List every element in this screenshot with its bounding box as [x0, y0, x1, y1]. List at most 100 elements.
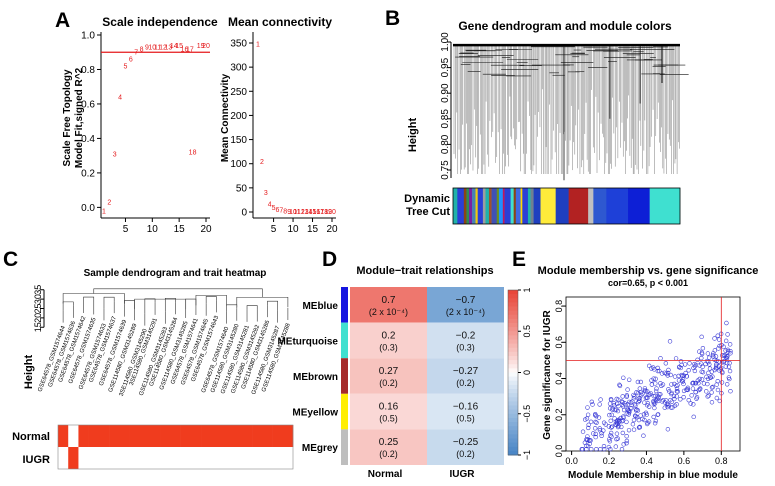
- trait-cell: [190, 447, 202, 469]
- module-color-block: [510, 188, 514, 224]
- scale-y-tick-label: 0.0: [81, 203, 95, 214]
- scale-y-label-1: Scale Free Topology: [62, 69, 73, 166]
- scatter-point: [680, 379, 685, 384]
- trait-cell: [139, 447, 151, 469]
- scatter-point: [643, 410, 649, 416]
- scatter-point: [632, 402, 638, 407]
- module-color-block: [568, 188, 589, 224]
- scatter-point: [690, 380, 696, 386]
- scatter-point: [631, 392, 636, 398]
- scatter-point: [728, 351, 733, 356]
- scale-point-label: 12: [159, 45, 167, 52]
- heatmap-cell-correlation: 0.27: [379, 366, 399, 377]
- module-color-block: [457, 188, 465, 224]
- scatter-point: [629, 406, 634, 411]
- trait-cell: [139, 425, 151, 447]
- scatter-point: [645, 389, 650, 394]
- conn-point-label: 6: [276, 207, 280, 214]
- scatter-point: [715, 387, 721, 393]
- scatter-point: [627, 377, 632, 382]
- scale-y-tick-label: 0.6: [81, 99, 95, 110]
- trait-cell: [119, 447, 130, 469]
- gene-dendrogram-area: 0.75 0.80 0.85 0.90 0.95 1.00: [440, 32, 689, 225]
- scatter-point: [603, 422, 608, 427]
- module-color-block: [628, 188, 650, 224]
- colorbar-segment: [508, 294, 518, 299]
- heatmap-cell: [350, 358, 427, 394]
- sample-dendrogram-area: 1520253035GSE64578_GSM1574644GSE64578_GS…: [33, 285, 294, 470]
- scatter-point: [615, 408, 621, 414]
- mm-gs-plot-area: 0.0 0.2 0.4 0.6 0.8 0.0 0.2 0.4 0.6 0.8: [554, 296, 741, 466]
- conn-y-tick-label: 250: [230, 87, 247, 98]
- scatter-point: [645, 401, 651, 406]
- sample-dendro-merge: [185, 298, 197, 306]
- scatter-point: [711, 354, 716, 359]
- scatter-point: [602, 446, 607, 452]
- colorbar-segment: [508, 450, 518, 456]
- scatter-point: [649, 366, 654, 371]
- conn-y-tick-label: 100: [230, 159, 247, 170]
- scatter-frame: [565, 296, 741, 452]
- trait-cell: [98, 425, 110, 447]
- colorbar-segment: [508, 430, 518, 435]
- colorbar-segment: [508, 438, 518, 444]
- scatter-point: [642, 387, 648, 393]
- scale-point-label: 8: [140, 46, 144, 53]
- sample-y-tick-label: 25: [33, 303, 43, 313]
- colorbar-segment: [508, 368, 518, 373]
- conn-y-tick-label: 350: [230, 39, 247, 50]
- colorbar-segment: [508, 318, 518, 324]
- trait-cell: [241, 447, 253, 469]
- scatter-point: [674, 394, 679, 399]
- mean-connectivity-title: Mean connectivity: [228, 15, 332, 29]
- heatmap-cell-correlation: −0.7: [456, 295, 476, 306]
- scatter-point: [635, 379, 641, 385]
- conn-point-label: 8: [283, 209, 287, 216]
- module-color-block: [606, 188, 629, 224]
- module-color-block: [555, 188, 569, 224]
- trait-cell: [78, 447, 89, 469]
- scatter-point: [596, 415, 602, 420]
- scatter-point: [620, 399, 625, 405]
- scatter-point: [620, 430, 626, 436]
- scale-point-label: 16: [181, 46, 189, 53]
- scatter-point: [724, 354, 730, 359]
- trait-cell: [282, 447, 294, 469]
- conn-point-label: 14: [305, 209, 313, 216]
- trait-cell: [221, 447, 232, 469]
- scatter-point: [608, 430, 614, 436]
- scatter-point: [670, 405, 675, 410]
- conn-point-label: 2: [260, 159, 264, 166]
- scatter-point: [697, 387, 703, 392]
- colorbar-segment: [508, 397, 518, 402]
- trait-cell: [282, 425, 294, 447]
- scatter-point: [611, 401, 617, 406]
- scatter-point: [697, 363, 702, 368]
- module-color-block: [533, 188, 541, 224]
- scatter-point: [593, 431, 598, 437]
- heatmap-cell: [350, 429, 427, 465]
- conn-point-label: 16: [313, 209, 321, 216]
- scatter-point: [713, 354, 719, 359]
- scatter-point: [592, 426, 598, 431]
- module-swatch: [341, 358, 348, 394]
- scatter-y-tick-label: 0.2: [554, 409, 564, 422]
- trait-cell: [160, 447, 171, 469]
- scatter-point: [635, 408, 641, 413]
- gene-y-tick-label: 0.80: [440, 134, 451, 154]
- scatter-point: [610, 407, 615, 412]
- module-color-block: [472, 188, 476, 224]
- scatter-point: [686, 397, 691, 403]
- scatter-point: [690, 381, 695, 386]
- scatter-point: [632, 394, 637, 399]
- trait-cell: [190, 425, 202, 447]
- scatter-point: [724, 320, 729, 326]
- scatter-point: [693, 390, 698, 395]
- scatter-point: [646, 419, 652, 424]
- scatter-point: [638, 413, 643, 418]
- module-color-block: [477, 188, 484, 224]
- gene-dendrogram-title: Gene dendrogram and module colors: [458, 19, 672, 33]
- scatter-point: [700, 346, 706, 351]
- scatter-point: [713, 363, 719, 369]
- scatter-point: [585, 405, 590, 410]
